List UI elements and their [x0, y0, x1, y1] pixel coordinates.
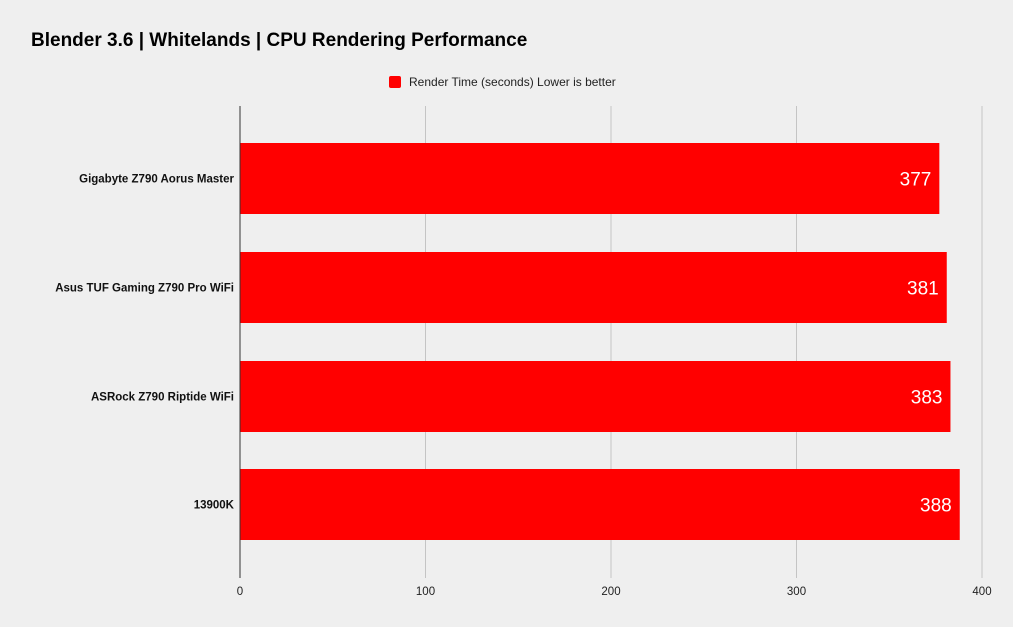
x-tick-label-100: 100 — [416, 586, 435, 598]
chart-title: Blender 3.6 | Whitelands | CPU Rendering… — [31, 30, 528, 51]
legend: Render Time (seconds) Lower is better — [389, 74, 616, 90]
legend-label: Render Time (seconds) Lower is better — [409, 75, 616, 89]
category-label-3: ASRock Z790 Riptide WiFi — [91, 392, 234, 404]
x-tick-label-0: 0 — [237, 586, 243, 598]
value-label-1: 377 — [900, 170, 932, 191]
bar-2 — [240, 252, 947, 323]
category-label-2: Asus TUF Gaming Z790 Pro WiFi — [55, 283, 234, 295]
category-label-4: 13900K — [194, 500, 235, 512]
legend-swatch — [389, 76, 401, 88]
category-label-1: Gigabyte Z790 Aorus Master — [79, 174, 234, 186]
labels: 0 100 200 300 400 377 Gigabyte Z790 Aorus Mast… — [55, 170, 991, 599]
bar-3 — [240, 361, 951, 432]
x-tick-label-200: 200 — [601, 586, 620, 598]
x-tick-label-400: 400 — [972, 586, 991, 598]
value-label-4: 388 — [920, 496, 952, 517]
bars — [240, 143, 960, 540]
bar-1 — [240, 143, 940, 214]
x-tick-label-300: 300 — [787, 586, 806, 598]
value-label-3: 383 — [911, 388, 943, 409]
bar-4 — [240, 469, 960, 540]
value-label-2: 381 — [907, 279, 939, 300]
